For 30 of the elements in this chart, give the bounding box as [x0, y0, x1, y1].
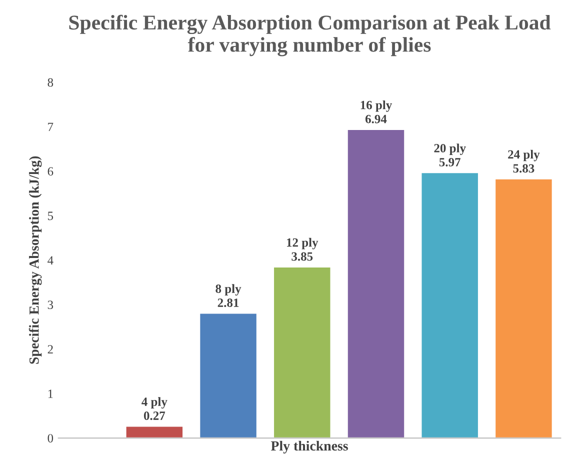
y-tick-label: 5 [48, 212, 54, 220]
x-tick-label: 16 ply [360, 100, 392, 112]
y-tick-label: 4 [48, 256, 54, 264]
bar [420, 172, 480, 438]
x-tick-label: 12 ply [286, 238, 318, 250]
data-label: 6.94 [365, 114, 387, 124]
y-tick-label: 0 [48, 434, 54, 443]
bar [272, 266, 332, 438]
bar [494, 178, 554, 438]
data-label: 0.27 [144, 412, 166, 420]
y-tick-label: 3 [48, 300, 54, 310]
y-tick-label: 7 [48, 122, 54, 132]
x-axis-title: Ply thickness [270, 440, 348, 454]
data-label: 5.97 [439, 158, 460, 166]
data-label: 2.81 [218, 298, 239, 308]
x-tick-label: 8 ply [216, 284, 242, 296]
x-tick-label: 4 ply [142, 397, 168, 409]
chart-title: Specific Energy Absorption Comparison at Peak Load for varying number of plies [69, 14, 551, 56]
y-tick-label: 2 [48, 345, 53, 354]
data-label: 3.85 [292, 252, 313, 261]
x-tick-label: 20 ply [434, 144, 466, 155]
bar [124, 425, 184, 438]
x-tick-label: 24 ply [508, 150, 540, 162]
bar [346, 128, 406, 438]
data-label: 5.83 [513, 164, 534, 173]
y-tick-label: 6 [48, 167, 54, 176]
y-tick-label: 8 [48, 78, 54, 87]
bar [198, 312, 258, 438]
y-tick-label: 1 [48, 390, 53, 398]
y-axis-title: Specific Energy Absorption (kJ/kg) [28, 156, 42, 364]
